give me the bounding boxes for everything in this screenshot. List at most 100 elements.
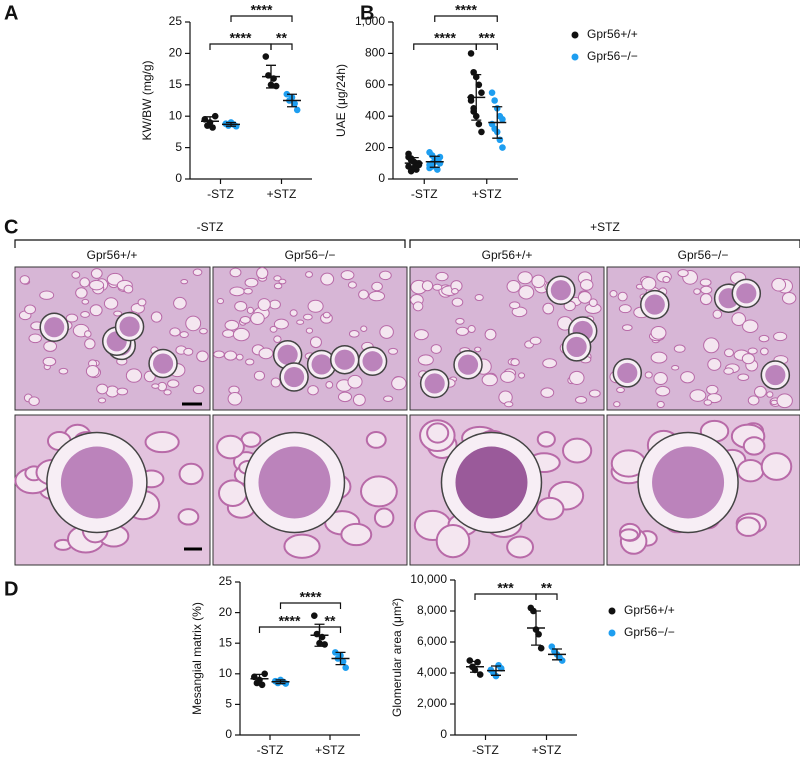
glomerulus-core [455, 446, 528, 519]
tubule [616, 386, 625, 394]
column-label: Gpr56−/− [678, 248, 729, 262]
tubule [85, 364, 100, 378]
data-point [311, 612, 318, 619]
tubule [123, 284, 134, 294]
tubule [766, 391, 774, 398]
group-bracket [409, 239, 800, 248]
y-tick-label: 800 [365, 46, 385, 60]
tubule [257, 298, 271, 312]
tubule [84, 330, 92, 338]
tubule [680, 371, 695, 384]
tubule [28, 396, 40, 406]
tubule [577, 291, 592, 304]
tubule [28, 333, 43, 344]
data-point [434, 166, 441, 173]
data-point [474, 658, 481, 666]
x-tick-label: +STZ [267, 187, 297, 201]
tubule [258, 347, 274, 360]
tubule [325, 381, 334, 389]
data-point [261, 670, 269, 678]
significance-label: **** [251, 2, 273, 18]
tubule [509, 301, 521, 310]
tubule [529, 336, 542, 345]
tubule [246, 306, 254, 314]
tubule [569, 370, 585, 385]
group-label: -STZ [197, 220, 224, 234]
column-label: Gpr56−/− [285, 248, 336, 262]
glomerulus-core [277, 344, 298, 365]
tubule [43, 340, 58, 352]
tubule [84, 338, 96, 350]
y-tick-label: 0 [378, 171, 385, 185]
tubule [368, 290, 386, 302]
tubule [481, 373, 498, 387]
tubule [39, 290, 55, 300]
data-point [293, 106, 301, 114]
tubule [388, 347, 399, 355]
panel-letter: C [4, 216, 18, 238]
tubule [348, 329, 360, 338]
data-point [491, 97, 498, 104]
tubule [173, 296, 187, 310]
tubule [517, 271, 533, 285]
glomerulus-core [644, 294, 665, 315]
y-tick-label: 10,000 [410, 572, 447, 586]
tubule [340, 522, 373, 547]
significance-label: ** [325, 613, 336, 629]
tubule [759, 347, 769, 356]
tubule [65, 313, 79, 323]
x-tick-label: +STZ [472, 187, 502, 201]
tubule [650, 351, 668, 364]
tubule [542, 302, 555, 315]
glomerulus-core [457, 354, 479, 375]
tubule [178, 462, 204, 486]
legend-label: Gpr56+/+ [587, 27, 638, 41]
glomerulus-core [550, 280, 571, 301]
data-point [211, 112, 219, 120]
x-tick-label: -STZ [411, 187, 438, 201]
y-axis-title: Glomerular area (μm²) [390, 598, 404, 717]
tubule [693, 288, 701, 295]
tubule [179, 331, 189, 338]
tubule [510, 358, 520, 367]
y-tick-label: 5 [175, 140, 182, 154]
error-bar [429, 155, 440, 168]
tubule [518, 285, 535, 300]
tubule [163, 389, 172, 396]
tubule [19, 275, 30, 285]
tubule [192, 268, 203, 276]
y-tick-label: 20 [219, 605, 233, 619]
y-tick-label: 15 [169, 77, 183, 91]
y-tick-label: 4,000 [417, 665, 447, 679]
tubule [724, 348, 734, 358]
tubule [753, 385, 767, 398]
tubule [113, 310, 123, 317]
tubule [75, 287, 88, 299]
significance-bracket [270, 43, 293, 50]
tubule [320, 272, 335, 286]
tubule [224, 319, 240, 331]
y-tick-label: 15 [219, 635, 233, 649]
tubule [360, 325, 368, 332]
y-tick-label: 2,000 [417, 696, 447, 710]
tubule [150, 311, 163, 323]
data-point [558, 657, 566, 664]
tubule [347, 281, 357, 289]
tubule [269, 325, 278, 333]
data-point [499, 116, 506, 123]
error-bar [205, 116, 215, 127]
data-point [492, 672, 500, 680]
y-tick-label: 0 [440, 727, 447, 741]
y-tick-label: 20 [169, 46, 183, 60]
significance-label: ** [541, 580, 552, 596]
tubule [302, 313, 313, 321]
tubule [58, 367, 69, 375]
error-bar [254, 673, 265, 684]
tubule [96, 383, 109, 395]
tubule [216, 434, 245, 460]
tubule [273, 275, 282, 282]
tubule [760, 452, 793, 481]
tubule [322, 311, 331, 319]
data-point [342, 664, 350, 671]
y-axis-title: UAE (μg/24h) [334, 64, 348, 137]
